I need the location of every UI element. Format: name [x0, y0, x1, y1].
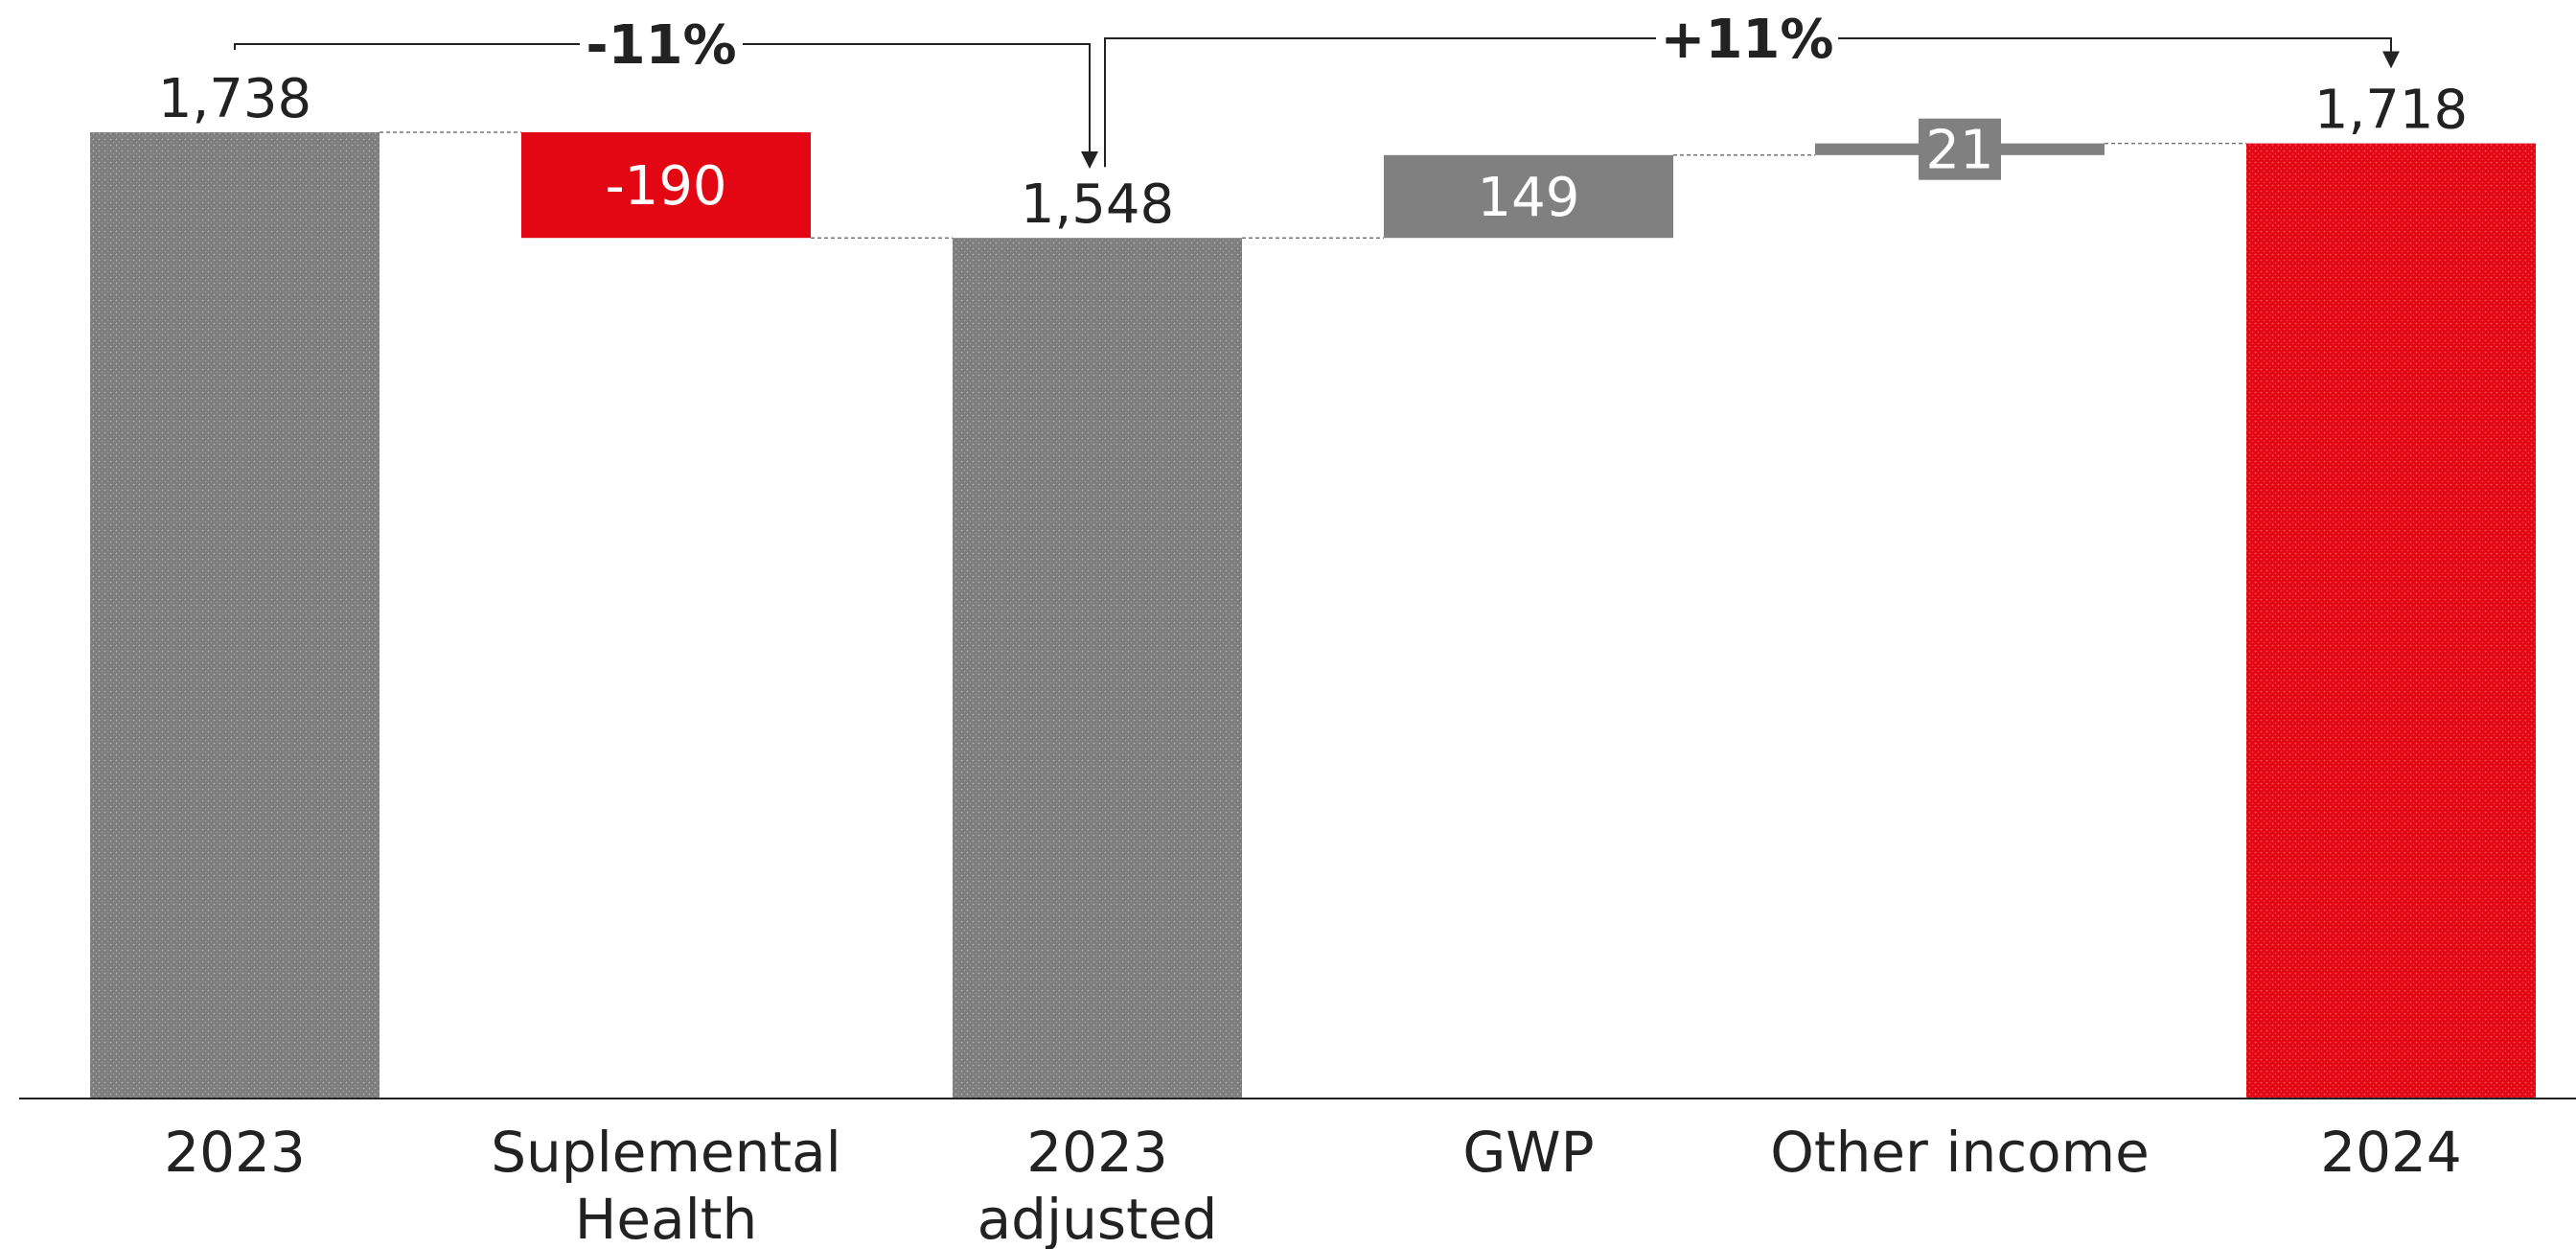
annotation-bracket-right [1838, 37, 2400, 69]
annotation-bracket-left [234, 43, 580, 50]
bar-gwp [1384, 154, 1673, 239]
category-label: Suplemental [491, 1120, 841, 1185]
bar-2023-adjusted [953, 238, 1242, 1099]
annotation-bracket-right [743, 43, 1098, 169]
category-label: 2024 [2320, 1120, 2462, 1185]
value-label-suplemental-health: -190 [605, 155, 726, 218]
category-label: Health [575, 1187, 757, 1249]
category-label: adjusted [978, 1187, 1218, 1249]
annotation-label: +11% [1661, 9, 1834, 71]
value-box-other-income [1919, 118, 2001, 180]
category-label: Other income [1770, 1120, 2150, 1185]
bars [90, 132, 2536, 1099]
bar-2024 [2246, 143, 2536, 1099]
value-label-other-income: 21 [1925, 120, 1993, 182]
value-label-2023-adjusted: 1,548 [1021, 173, 1174, 236]
growth-annotations: -11% +11% [234, 9, 2400, 169]
annotation-label: -11% [586, 14, 736, 77]
value-label-gwp: 149 [1478, 167, 1580, 229]
value-label-2024: 1,718 [2314, 80, 2468, 142]
connector-lines [380, 131, 2246, 239]
category-label: GWP [1462, 1120, 1594, 1185]
value-label-2023: 1,738 [158, 68, 311, 130]
bar-suplemental-health [521, 132, 811, 239]
annotation-bracket-left [1104, 37, 1656, 168]
category-label: 2023 [164, 1120, 306, 1185]
category-label: 2023 [1026, 1120, 1168, 1185]
bar-2023 [90, 132, 380, 1099]
value-labels: 1,738 -190 1,548 149 21 1,718 [158, 68, 2468, 236]
